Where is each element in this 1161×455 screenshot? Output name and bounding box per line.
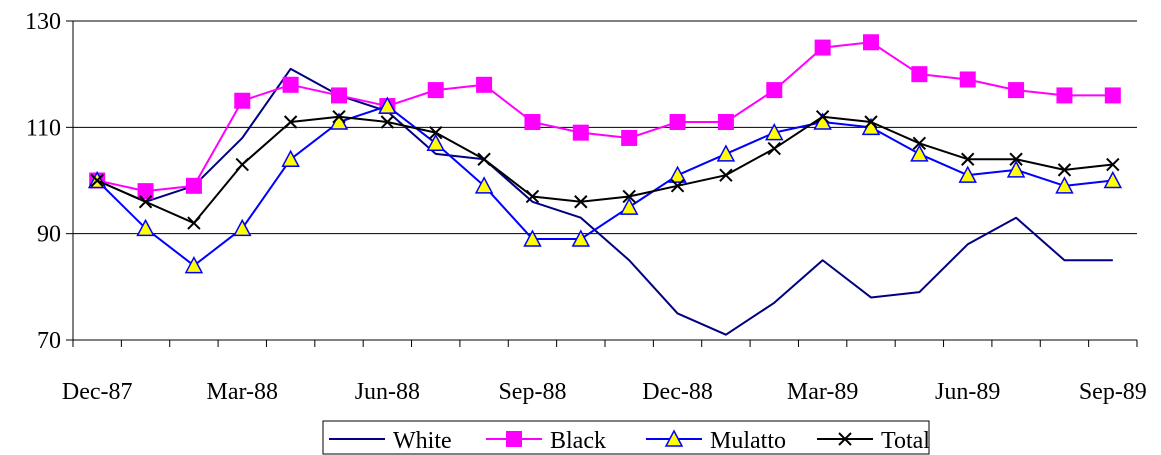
data-point-total bbox=[622, 189, 636, 204]
data-point-black bbox=[524, 114, 541, 131]
series-total bbox=[90, 109, 1120, 230]
data-point-total bbox=[235, 157, 249, 172]
data-point-total bbox=[864, 115, 878, 129]
data-point-total bbox=[477, 152, 491, 166]
series-group bbox=[87, 34, 1123, 336]
data-point-mulatto bbox=[426, 133, 445, 152]
data-point-mulatto bbox=[233, 218, 252, 237]
data-point-total bbox=[525, 189, 540, 204]
data-point-mulatto bbox=[910, 144, 929, 162]
data-point-mulatto bbox=[765, 123, 784, 141]
legend-label-mulatto: Mulatto bbox=[710, 428, 786, 454]
data-point-mulatto bbox=[184, 255, 204, 274]
data-point-total bbox=[574, 195, 588, 209]
legend-item-white: White bbox=[329, 428, 452, 454]
data-point-black bbox=[282, 76, 299, 93]
legend-label-black: Black bbox=[550, 428, 606, 454]
data-point-total bbox=[912, 136, 927, 150]
data-point-mulatto bbox=[1055, 176, 1074, 194]
x-tick-label: Mar-89 bbox=[787, 379, 859, 405]
series-line-mulatto bbox=[96, 105, 1113, 267]
data-point-black bbox=[863, 34, 879, 51]
data-point-black bbox=[331, 87, 347, 104]
data-point-mulatto bbox=[668, 165, 687, 183]
data-point-black bbox=[669, 114, 686, 131]
data-point-mulatto bbox=[281, 149, 300, 167]
data-point-black bbox=[185, 177, 202, 194]
data-point-mulatto bbox=[1006, 160, 1026, 178]
data-point-mulatto bbox=[378, 96, 397, 114]
data-point-black bbox=[234, 92, 251, 109]
y-tick-label: 130 bbox=[25, 9, 61, 35]
data-point-total bbox=[90, 173, 104, 188]
series-line-black bbox=[96, 41, 1113, 193]
y-tick-label: 90 bbox=[37, 222, 61, 248]
data-point-black bbox=[1056, 87, 1073, 104]
y-tick-label: 70 bbox=[37, 328, 61, 354]
data-point-mulatto bbox=[716, 144, 736, 162]
data-point-mulatto bbox=[523, 229, 542, 247]
data-point-mulatto bbox=[474, 176, 494, 194]
data-point-total bbox=[380, 115, 395, 129]
data-point-total bbox=[332, 109, 346, 124]
data-point-black bbox=[427, 82, 444, 99]
grid-lines bbox=[73, 20, 1137, 235]
data-point-black bbox=[1104, 87, 1121, 104]
data-point-total bbox=[1057, 163, 1072, 177]
legend-marker-black bbox=[506, 431, 522, 447]
data-point-black bbox=[911, 66, 928, 83]
x-tick-label: Dec-88 bbox=[642, 379, 713, 405]
x-tick-label: Dec-87 bbox=[62, 379, 133, 405]
data-point-black bbox=[766, 82, 783, 99]
series-black bbox=[89, 34, 1121, 200]
legend: White Black Mulatto Total bbox=[322, 420, 930, 455]
x-tick-label: Sep-88 bbox=[498, 379, 566, 405]
legend-label-total: Total bbox=[881, 428, 930, 454]
data-point-mulatto bbox=[619, 197, 639, 215]
data-point-total bbox=[670, 179, 685, 193]
legend-item-total: Total bbox=[817, 428, 930, 454]
y-tick-label: 110 bbox=[26, 115, 61, 141]
data-point-total bbox=[767, 141, 781, 156]
data-point-total bbox=[1106, 157, 1120, 172]
data-point-total bbox=[138, 195, 153, 209]
data-point-total bbox=[429, 125, 443, 140]
legend-marker-mulatto bbox=[664, 429, 684, 447]
x-tick-label: Sep-89 bbox=[1079, 379, 1147, 405]
data-point-total bbox=[283, 115, 298, 129]
data-point-black bbox=[476, 76, 493, 93]
legend-box bbox=[322, 420, 930, 455]
data-point-mulatto bbox=[958, 165, 977, 183]
series-white bbox=[96, 67, 1113, 336]
legend-label-white: White bbox=[393, 428, 452, 454]
series-line-total bbox=[96, 115, 1113, 225]
data-point-black bbox=[137, 183, 154, 200]
legend-item-mulatto: Mulatto bbox=[646, 428, 786, 454]
data-point-total bbox=[1009, 152, 1023, 166]
data-point-total bbox=[187, 216, 201, 230]
data-point-black bbox=[717, 114, 734, 131]
x-tick-label: Jun-89 bbox=[935, 379, 1000, 405]
data-point-black bbox=[959, 71, 976, 88]
legend-marker-total bbox=[838, 432, 852, 446]
data-point-black bbox=[621, 129, 638, 146]
series-line-white bbox=[96, 67, 1113, 336]
data-point-black bbox=[814, 39, 831, 56]
legend-item-black: Black bbox=[486, 428, 606, 454]
data-point-black bbox=[1008, 82, 1025, 99]
axes: 70 90 110 130 Dec-87 Mar-88 Jun-88 Sep-88 Dec-88… bbox=[25, 9, 1147, 405]
data-point-mulatto bbox=[1103, 170, 1123, 189]
data-point-total bbox=[815, 109, 830, 124]
data-point-mulatto bbox=[136, 218, 155, 237]
data-point-total bbox=[961, 152, 975, 166]
x-tick-label: Jun-88 bbox=[355, 379, 420, 405]
data-point-black bbox=[572, 124, 589, 141]
data-point-mulatto bbox=[571, 229, 591, 247]
x-tick-label: Mar-88 bbox=[207, 379, 279, 405]
data-point-total bbox=[719, 168, 733, 182]
